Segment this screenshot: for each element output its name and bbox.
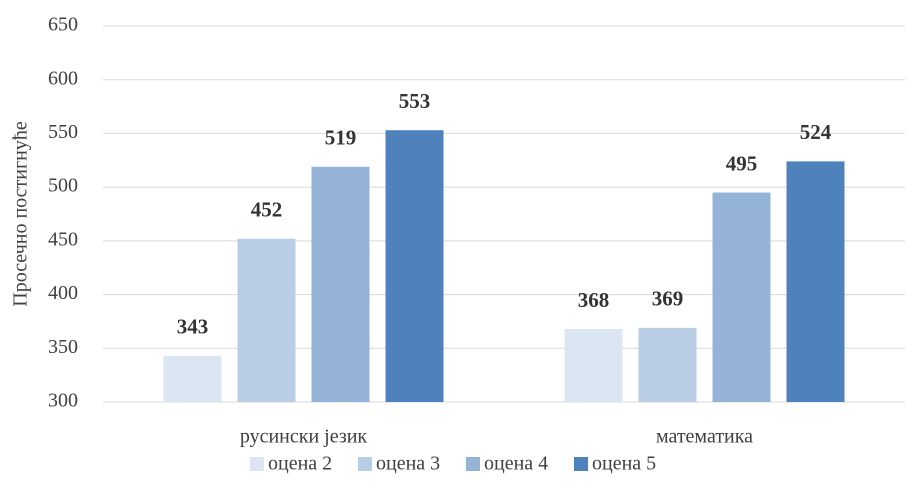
bar — [564, 328, 623, 402]
value-label: 495 — [726, 151, 758, 175]
y-tick-label: 400 — [48, 282, 78, 304]
bar — [237, 238, 296, 402]
y-tick-label: 650 — [48, 14, 78, 36]
y-tick-label: 600 — [48, 67, 78, 89]
legend-label: оцена 3 — [376, 453, 440, 475]
value-label: 452 — [251, 198, 283, 222]
legend-swatch — [466, 457, 480, 471]
value-label: 553 — [399, 89, 431, 113]
bar — [311, 166, 370, 402]
y-tick-label: 550 — [48, 121, 78, 143]
value-label: 369 — [652, 287, 684, 311]
bar — [786, 161, 845, 402]
value-label: 343 — [177, 315, 209, 339]
value-label: 524 — [800, 120, 832, 144]
y-axis-label: Просечно постигнуће — [10, 121, 32, 307]
bar — [712, 192, 771, 402]
bar — [385, 130, 444, 402]
x-tick-label: математика — [656, 426, 753, 448]
legend-label: оцена 4 — [484, 453, 548, 475]
legend-swatch — [250, 457, 264, 471]
y-tick-label: 450 — [48, 228, 78, 250]
legend-swatch — [358, 457, 372, 471]
bar — [163, 355, 222, 402]
value-label: 519 — [325, 126, 357, 150]
legend-label: оцена 2 — [268, 453, 332, 475]
y-tick-label: 300 — [48, 390, 78, 412]
y-tick-label: 350 — [48, 336, 78, 358]
legend-label: оцена 5 — [592, 453, 656, 475]
y-tick-label: 500 — [48, 175, 78, 197]
legend-swatch — [574, 457, 588, 471]
bar — [638, 327, 697, 402]
x-tick-label: русински језик — [240, 426, 368, 448]
value-label: 368 — [578, 288, 610, 312]
